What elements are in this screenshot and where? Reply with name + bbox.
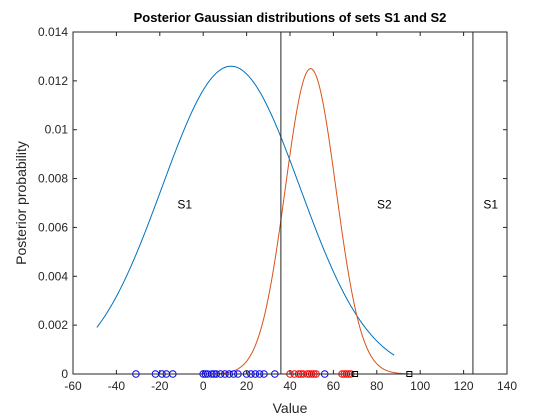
x-tick-label: -20 xyxy=(151,379,169,393)
plot-area xyxy=(73,32,507,374)
x-axis-title: Value xyxy=(273,400,308,416)
curves-layer xyxy=(96,65,410,375)
region-label-2: S2 xyxy=(377,198,392,212)
region-label-3: S1 xyxy=(483,198,498,212)
x-tick-label: 60 xyxy=(327,379,341,393)
x-tick-label: -40 xyxy=(108,379,126,393)
region-labels-layer: S1 S2 S1 xyxy=(177,198,498,212)
y-tick-label: 0.002 xyxy=(38,318,68,332)
y-tick-label: 0 xyxy=(61,367,68,381)
x-tick-label: 100 xyxy=(410,379,430,393)
x-tick-label: 120 xyxy=(454,379,474,393)
y-tick-label: 0.008 xyxy=(38,172,68,186)
y-tick-label: 0.014 xyxy=(38,25,68,39)
y-axis-title: Posterior probability xyxy=(13,141,29,265)
series-2-curve xyxy=(203,68,410,375)
y-tick-label: 0.004 xyxy=(38,269,68,283)
region-label-1: S1 xyxy=(177,198,192,212)
y-tick-label: 0.012 xyxy=(38,74,68,88)
decision-boundaries-layer xyxy=(280,32,474,374)
x-tick-label: 20 xyxy=(240,379,254,393)
x-tick-label: 0 xyxy=(200,379,207,393)
series-1-curve xyxy=(96,65,395,356)
x-tick-label: 40 xyxy=(283,379,297,393)
x-tick-label: -60 xyxy=(64,379,82,393)
y-tick-label: 0.006 xyxy=(38,220,68,234)
y-tick-label: 0.01 xyxy=(45,123,69,137)
x-axis-ticks: -60 -40 -20 0 20 40 60 80 100 120 140 xyxy=(64,32,517,393)
x-tick-label: 80 xyxy=(370,379,384,393)
chart-title: Posterior Gaussian distributions of sets… xyxy=(134,10,447,25)
x-tick-label: 140 xyxy=(497,379,517,393)
y-axis-ticks: 0 0.002 0.004 0.006 0.008 0.01 0.012 0.014 xyxy=(38,25,507,381)
